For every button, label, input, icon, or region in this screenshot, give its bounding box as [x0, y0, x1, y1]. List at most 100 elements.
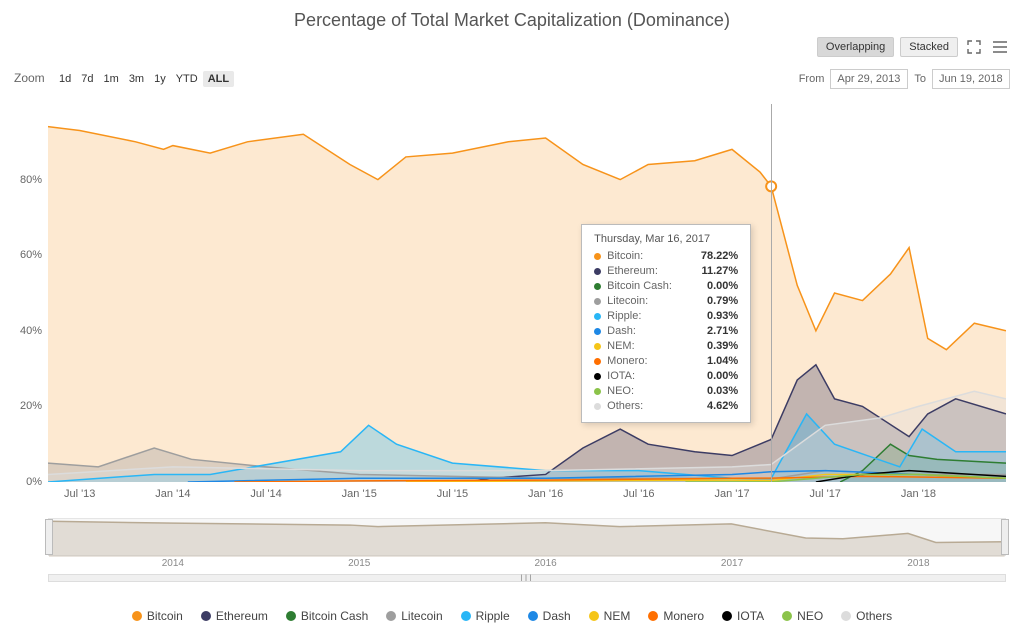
legend-label: Monero — [663, 609, 704, 623]
menu-icon[interactable] — [990, 38, 1010, 56]
tooltip-row: IOTA: 0.00% — [594, 369, 738, 384]
tooltip-row: Ripple:0.93% — [594, 309, 738, 324]
zoom-3m[interactable]: 3m — [124, 71, 149, 87]
to-date-input[interactable]: Jun 19, 2018 — [932, 69, 1010, 89]
tooltip-series-value: 4.62% — [707, 399, 738, 414]
legend-label: Dash — [543, 609, 571, 623]
tooltip-row: Bitcoin: 78.22% — [594, 249, 738, 264]
legend-label: Litecoin — [401, 609, 442, 623]
tooltip-series-name: NEO: — [607, 384, 634, 399]
tooltip-series-value: 0.00% — [707, 369, 738, 384]
view-toggle: Overlapping Stacked — [817, 37, 1010, 57]
main-chart[interactable]: 0%20%40%60%80% Thursday, Mar 16, 2017 Bi… — [14, 104, 1010, 504]
series-dot-icon — [594, 283, 601, 290]
legend-label: NEO — [797, 609, 823, 623]
overlapping-button[interactable]: Overlapping — [817, 37, 894, 57]
tooltip-series-value: 0.39% — [707, 339, 738, 354]
tooltip-row: Others: 4.62% — [594, 399, 738, 414]
from-date-input[interactable]: Apr 29, 2013 — [830, 69, 908, 89]
fullscreen-icon[interactable] — [964, 38, 984, 56]
to-label: To — [914, 73, 926, 85]
nav-handle-right[interactable] — [1001, 519, 1009, 555]
tooltip-row: Ethereum: 11.27% — [594, 264, 738, 279]
xtick: Jan '15 — [342, 488, 377, 500]
tooltip-series-name: IOTA: — [607, 369, 635, 384]
tooltip-row: Bitcoin Cash:0.00% — [594, 279, 738, 294]
legend-dot-icon — [648, 611, 658, 621]
nav-handle-left[interactable] — [45, 519, 53, 555]
legend: Bitcoin Ethereum Bitcoin Cash Litecoin Rippl… — [0, 605, 1024, 627]
tooltip: Thursday, Mar 16, 2017 Bitcoin:78.22%Eth… — [581, 224, 751, 423]
legend-item[interactable]: Dash — [528, 609, 571, 623]
tooltip-series-name: Ethereum: — [607, 264, 658, 279]
controls-row: Overlapping Stacked — [0, 37, 1024, 65]
ytick: 60% — [20, 249, 42, 261]
tooltip-series-value: 1.04% — [707, 354, 738, 369]
chart-title: Percentage of Total Market Capitalizatio… — [0, 0, 1024, 37]
legend-dot-icon — [286, 611, 296, 621]
legend-dot-icon — [528, 611, 538, 621]
legend-dot-icon — [461, 611, 471, 621]
tooltip-date: Thursday, Mar 16, 2017 — [594, 233, 738, 245]
legend-item[interactable]: Litecoin — [386, 609, 442, 623]
zoom-1m[interactable]: 1m — [99, 71, 124, 87]
plot-area[interactable]: Thursday, Mar 16, 2017 Bitcoin:78.22%Eth… — [48, 104, 1006, 482]
ytick: 40% — [20, 325, 42, 337]
legend-label: NEM — [604, 609, 631, 623]
legend-label: Others — [856, 609, 892, 623]
date-inputs: From Apr 29, 2013 To Jun 19, 2018 — [799, 69, 1010, 89]
legend-item[interactable]: Monero — [648, 609, 704, 623]
zoom-label: Zoom — [14, 71, 45, 85]
legend-dot-icon — [589, 611, 599, 621]
zoom-all[interactable]: ALL — [203, 71, 234, 87]
legend-dot-icon — [132, 611, 142, 621]
xtick: Jul '15 — [437, 488, 468, 500]
tooltip-series-name: Monero: — [607, 354, 647, 369]
series-dot-icon — [594, 298, 601, 305]
legend-label: Ethereum — [216, 609, 268, 623]
tooltip-series-value: 11.27% — [701, 264, 738, 279]
tooltip-series-value: 0.79% — [707, 294, 738, 309]
legend-item[interactable]: Bitcoin — [132, 609, 183, 623]
zoom-1d[interactable]: 1d — [54, 71, 76, 87]
xtick: Jul '17 — [809, 488, 840, 500]
legend-item[interactable]: Others — [841, 609, 892, 623]
legend-label: IOTA — [737, 609, 764, 623]
legend-item[interactable]: IOTA — [722, 609, 764, 623]
tooltip-series-value: 78.22% — [701, 249, 738, 264]
xtick: Jul '14 — [250, 488, 281, 500]
legend-item[interactable]: NEO — [782, 609, 823, 623]
zoom-1y[interactable]: 1y — [149, 71, 171, 87]
navigator[interactable]: 20142015201620172018 III — [14, 518, 1010, 570]
tooltip-series-name: Others: — [607, 399, 643, 414]
nav-tick: 2014 — [162, 558, 184, 569]
tooltip-series-name: NEM: — [607, 339, 635, 354]
stacked-button[interactable]: Stacked — [900, 37, 958, 57]
series-dot-icon — [594, 253, 601, 260]
series-dot-icon — [594, 403, 601, 410]
navigator-plot[interactable] — [48, 518, 1006, 556]
xtick: Jan '16 — [528, 488, 563, 500]
ytick: 80% — [20, 174, 42, 186]
navigator-scrollbar[interactable]: III — [48, 574, 1006, 582]
legend-item[interactable]: Ripple — [461, 609, 510, 623]
series-dot-icon — [594, 268, 601, 275]
nav-tick: 2015 — [348, 558, 370, 569]
legend-label: Ripple — [476, 609, 510, 623]
tooltip-row: Dash:2.71% — [594, 324, 738, 339]
legend-dot-icon — [782, 611, 792, 621]
legend-item[interactable]: Bitcoin Cash — [286, 609, 368, 623]
legend-label: Bitcoin — [147, 609, 183, 623]
legend-label: Bitcoin Cash — [301, 609, 368, 623]
legend-dot-icon — [201, 611, 211, 621]
xtick: Jan '18 — [901, 488, 936, 500]
legend-item[interactable]: NEM — [589, 609, 631, 623]
x-axis: Jul '13Jan '14Jul '14Jan '15Jul '15Jan '… — [48, 486, 1006, 504]
tooltip-series-value: 2.71% — [707, 324, 738, 339]
zoom-row: Zoom 1d7d1m3m1yYTDALL From Apr 29, 2013 … — [0, 65, 1024, 95]
zoom-7d[interactable]: 7d — [76, 71, 98, 87]
legend-item[interactable]: Ethereum — [201, 609, 268, 623]
tooltip-series-name: Bitcoin: — [607, 249, 643, 264]
zoom-ytd[interactable]: YTD — [171, 71, 203, 87]
tooltip-series-value: 0.03% — [707, 384, 738, 399]
